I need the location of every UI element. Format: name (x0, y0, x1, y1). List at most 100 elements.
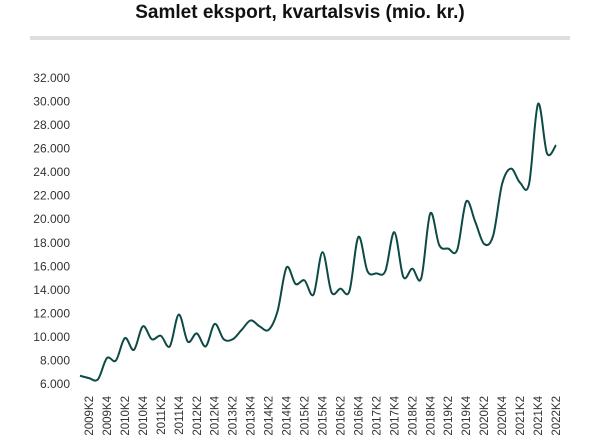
x-tick-label: 2013K2 (228, 396, 240, 436)
y-tick-label: 26.000 (33, 142, 70, 156)
y-tick-label: 6.000 (40, 377, 70, 391)
data-point (113, 357, 119, 363)
x-tick-label: 2015K4 (317, 395, 329, 435)
x-tick-label: 2010K4 (138, 395, 150, 435)
data-point (239, 327, 245, 333)
data-point (131, 347, 137, 353)
data-point (499, 181, 505, 187)
x-axis: 2009K2 2009K4 2010K2 2010K4 2011K2 2011K4 2012… (84, 395, 563, 435)
series-line (79, 102, 557, 382)
data-point (230, 336, 236, 342)
x-tick-label: 2014K4 (282, 395, 294, 435)
data-point (86, 375, 92, 381)
data-point (203, 343, 209, 349)
data-point (167, 343, 173, 349)
x-tick-label: 2014K2 (264, 396, 276, 436)
y-tick-label: 28.000 (33, 118, 70, 132)
data-point (472, 219, 478, 225)
data-point (418, 275, 424, 281)
data-point (328, 289, 334, 295)
data-point (158, 333, 164, 339)
y-tick-label: 18.000 (33, 236, 70, 250)
data-point (221, 336, 227, 342)
y-tick-label: 32.000 (33, 71, 70, 85)
x-tick-label: 2020K2 (479, 396, 491, 436)
x-tick-label: 2009K2 (84, 396, 96, 436)
data-point (526, 181, 532, 187)
x-tick-label: 2016K4 (353, 395, 365, 435)
data-point (77, 373, 83, 379)
data-point (544, 150, 550, 156)
data-point (391, 229, 397, 235)
data-point (257, 323, 263, 329)
y-tick-label: 30.000 (33, 95, 70, 109)
x-tick-label: 2017K2 (371, 396, 383, 436)
x-tick-label: 2020K4 (497, 395, 509, 435)
data-point (95, 376, 101, 382)
x-tick-label: 2018K2 (407, 396, 419, 436)
x-tick-label: 2011K2 (156, 396, 168, 435)
data-point (104, 355, 110, 361)
data-point (490, 233, 496, 239)
y-tick-label: 14.000 (33, 283, 70, 297)
y-tick-label: 20.000 (33, 212, 70, 226)
series-group (77, 101, 559, 382)
data-point (553, 142, 559, 148)
data-point (535, 101, 541, 107)
y-tick-label: 10.000 (33, 330, 70, 344)
data-point (275, 308, 281, 314)
title-divider (30, 36, 570, 40)
data-point (445, 246, 451, 252)
data-point (122, 335, 128, 341)
data-point (140, 323, 146, 329)
x-tick-label: 2019K2 (443, 396, 455, 436)
data-point (176, 312, 182, 318)
y-tick-label: 16.000 (33, 259, 70, 273)
data-point (454, 247, 460, 253)
data-point (481, 241, 487, 247)
data-point (293, 281, 299, 287)
chart-title: Samlet eksport, kvartalsvis (mio. kr.) (135, 2, 465, 23)
data-point (212, 321, 218, 327)
x-tick-label: 2019K4 (461, 395, 473, 435)
data-point (248, 317, 254, 323)
data-point (517, 180, 523, 186)
x-tick-label: 2012K4 (210, 395, 222, 435)
data-point (302, 277, 308, 283)
x-tick-label: 2021K4 (533, 395, 545, 435)
x-tick-label: 2010K2 (120, 396, 132, 436)
data-point (463, 199, 469, 205)
data-point (284, 264, 290, 270)
data-point (409, 266, 415, 272)
y-tick-label: 8.000 (40, 353, 70, 367)
x-tick-label: 2009K4 (102, 395, 114, 435)
data-point (436, 242, 442, 248)
data-point (337, 286, 343, 292)
data-point (185, 339, 191, 345)
data-point (364, 268, 370, 274)
data-point (346, 288, 352, 294)
data-point (373, 270, 379, 276)
y-tick-label: 22.000 (33, 189, 70, 203)
x-tick-label: 2015K2 (300, 396, 312, 436)
data-point (266, 327, 272, 333)
x-tick-label: 2018K4 (425, 395, 437, 435)
y-tick-label: 12.000 (33, 306, 70, 320)
data-point (194, 330, 200, 336)
x-tick-label: 2011K4 (174, 395, 186, 434)
data-point (149, 336, 155, 342)
x-tick-label: 2017K4 (389, 395, 401, 435)
data-point (355, 234, 361, 240)
x-tick-label: 2013K4 (246, 395, 258, 435)
y-axis: 6.000 8.000 10.000 12.000 14.000 16.000 18.000… (33, 71, 70, 391)
data-point (311, 292, 317, 298)
data-point (508, 166, 514, 172)
x-tick-label: 2022K2 (551, 396, 563, 436)
data-point (319, 249, 325, 255)
data-point (382, 268, 388, 274)
data-point (400, 274, 406, 280)
x-tick-label: 2021K2 (515, 396, 527, 436)
x-tick-label: 2012K2 (192, 396, 204, 436)
data-point (427, 210, 433, 216)
